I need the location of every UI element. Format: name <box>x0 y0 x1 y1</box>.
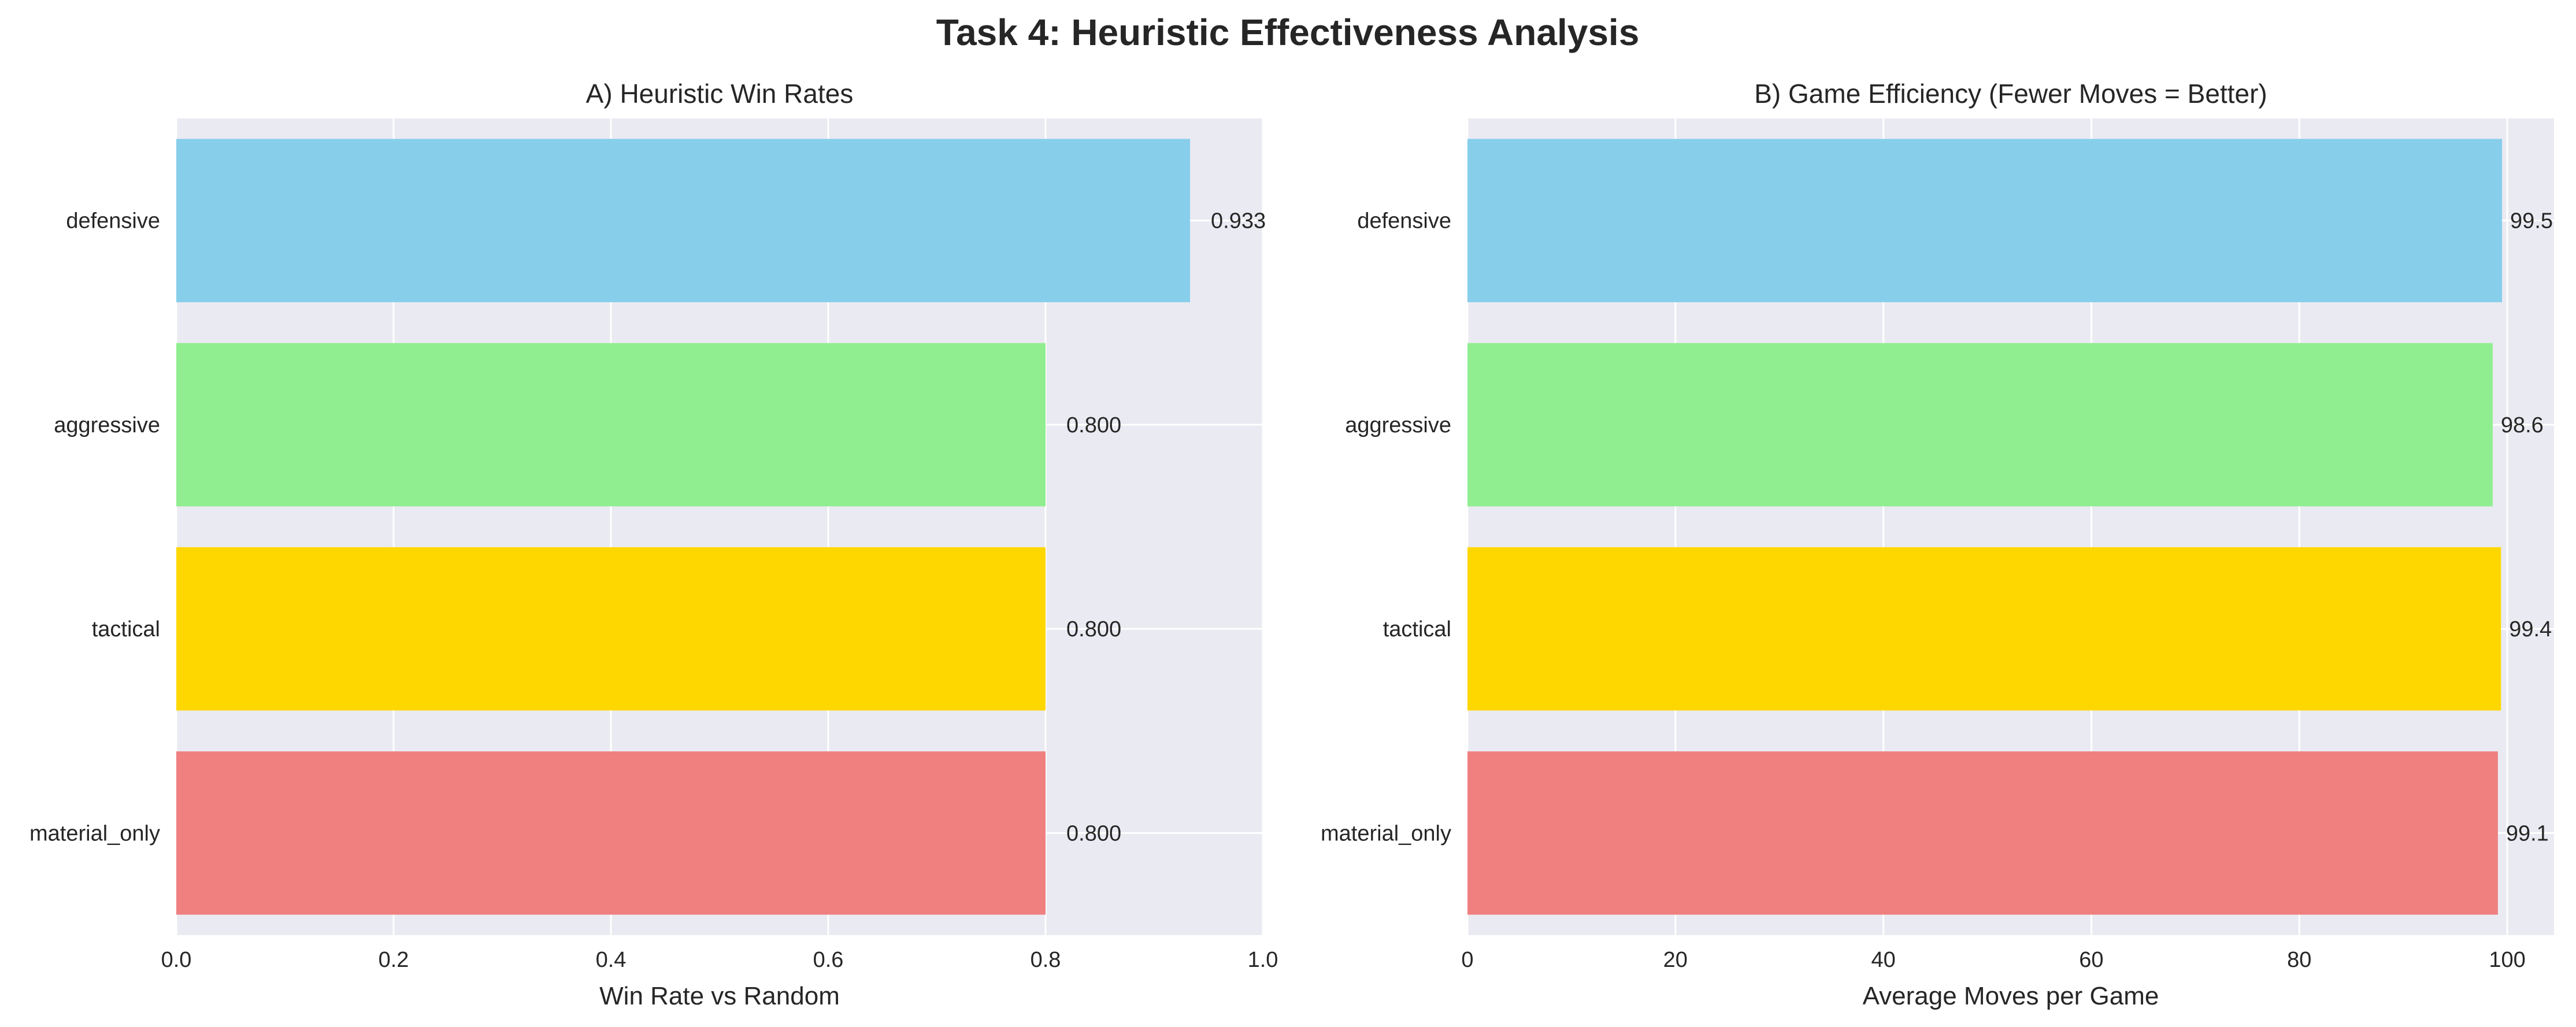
data-label: 0.933 <box>1211 209 1266 233</box>
figure-title: Task 4: Heuristic Effectiveness Analysis <box>936 12 1640 53</box>
bar <box>1467 343 2493 507</box>
x-tick-label: 80 <box>2287 948 2311 972</box>
x-tick-label: 0.8 <box>1031 948 1061 972</box>
x-tick-label: 0.2 <box>379 948 409 972</box>
data-label: 98.6 <box>2501 413 2544 438</box>
y-tick-label: defensive <box>1357 209 1451 233</box>
bar <box>176 343 1046 507</box>
panel-a: 0.0 0.2 0.4 0.6 0.8 1.0 defensive aggressive tac… <box>29 79 1278 1010</box>
x-tick-label: 0.0 <box>161 948 192 972</box>
panel-title: B) Game Efficiency (Fewer Moves = Better… <box>1754 79 2267 109</box>
y-tick-label: aggressive <box>54 413 160 438</box>
data-label: 0.800 <box>1066 617 1121 642</box>
data-label: 0.800 <box>1066 821 1121 846</box>
x-tick-label: 0.6 <box>813 948 844 972</box>
y-tick-label: material_only <box>1321 821 1451 846</box>
data-label: 99.5 <box>2510 209 2553 233</box>
x-axis-label: Average Moves per Game <box>1863 982 2159 1010</box>
data-label: 99.1 <box>2506 821 2549 846</box>
x-tick-label: 1.0 <box>1248 948 1278 972</box>
y-tick-label: tactical <box>1383 617 1451 642</box>
y-tick-label: aggressive <box>1345 413 1451 438</box>
bar <box>1467 139 2503 302</box>
x-tick-label: 0 <box>1461 948 1473 972</box>
data-label: 99.4 <box>2509 617 2552 642</box>
x-tick-label: 40 <box>1871 948 1895 972</box>
bar <box>176 547 1046 711</box>
bar <box>1467 751 2498 915</box>
y-tick-label: tactical <box>92 617 160 642</box>
bar <box>176 751 1046 915</box>
y-tick-label: material_only <box>29 821 160 846</box>
x-tick-label: 20 <box>1663 948 1688 972</box>
x-tick-label: 100 <box>2489 948 2525 972</box>
x-axis-label: Win Rate vs Random <box>599 982 840 1010</box>
panel-b: 0 20 40 60 80 100 defensive aggressive tactical m… <box>1321 79 2554 1010</box>
x-tick-label: 0.4 <box>596 948 627 972</box>
x-tick-label: 60 <box>2079 948 2103 972</box>
bar <box>176 139 1191 302</box>
y-tick-label: defensive <box>66 209 160 233</box>
bar <box>1467 547 2501 711</box>
panel-title: A) Heuristic Win Rates <box>586 79 854 109</box>
data-label: 0.800 <box>1066 413 1121 438</box>
